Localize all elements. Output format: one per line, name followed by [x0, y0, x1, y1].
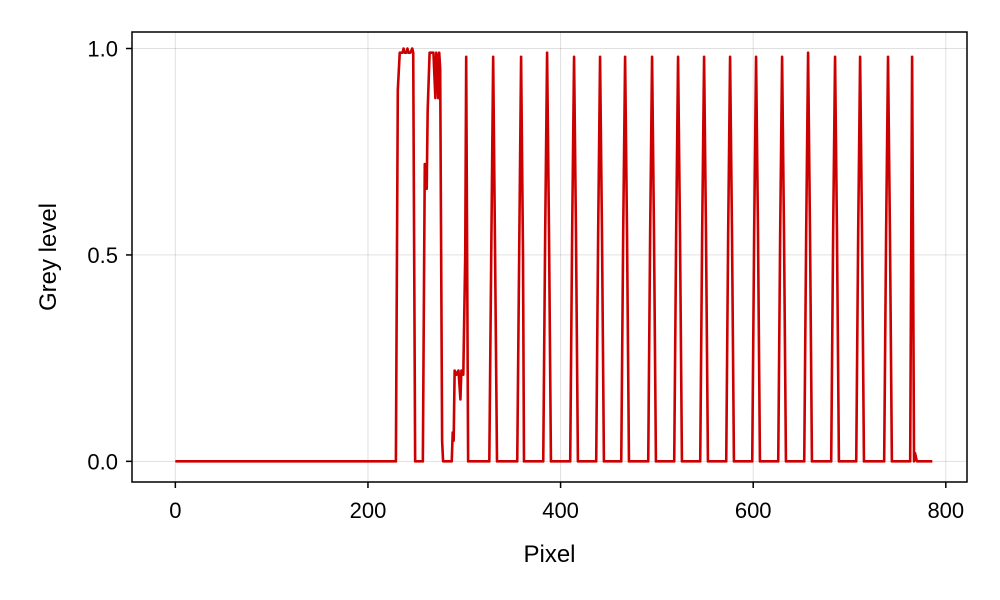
series-line-1 — [175, 47, 933, 463]
x-tick-label: 600 — [735, 498, 772, 523]
x-tick-label: 200 — [350, 498, 387, 523]
y-tick-label: 1.0 — [87, 37, 118, 62]
x-axis-ticks: 0 200 400 600 800 — [169, 482, 964, 523]
x-axis-label: Pixel — [523, 541, 575, 568]
y-tick-label: 0.0 — [87, 449, 118, 474]
y-tick-label: 0.5 — [87, 243, 118, 268]
x-tick-label: 800 — [927, 498, 964, 523]
y-axis-label: Grey level — [35, 203, 62, 311]
y-axis-ticks: 0.0 0.5 1.0 — [87, 37, 132, 474]
plot-frame — [131, 31, 968, 483]
x-tick-label: 400 — [542, 498, 579, 523]
x-tick-label: 0 — [169, 498, 181, 523]
series-lines — [175, 47, 933, 463]
